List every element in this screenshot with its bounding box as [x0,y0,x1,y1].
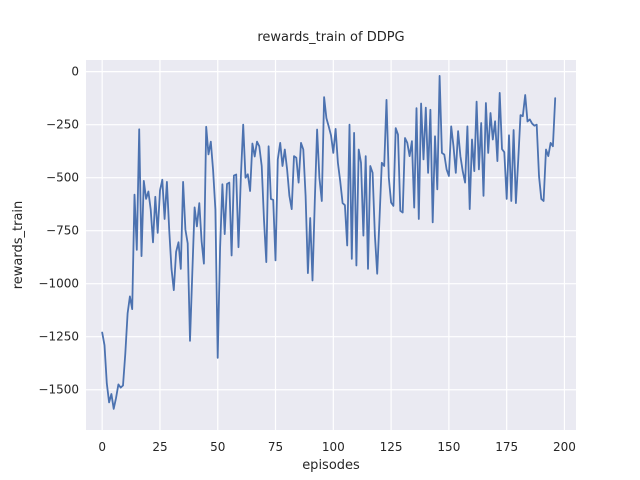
x-tick-labels: 0 25 50 75 100 125 150 175 200 [98,440,576,454]
chart-title: rewards_train of DDPG [257,30,404,45]
x-axis-label: episodes [302,458,360,473]
y-tick-labels: 0 −250 −500 −750 −1000 −1250 −1500 [38,65,79,397]
y-tick-label: 0 [71,65,79,79]
x-tick-label: 75 [268,440,283,454]
y-tick-label: −500 [46,171,79,185]
rewards-train-line [101,75,557,410]
y-tick-label: −1250 [38,330,79,344]
x-tick-label: 25 [152,440,167,454]
x-tick-label: 0 [98,440,106,454]
y-tick-label: −750 [46,224,79,238]
x-tick-label: 200 [553,440,576,454]
y-tick-label: −250 [46,118,79,132]
x-tick-label: 125 [380,440,403,454]
y-axis-label: rewards_train [11,201,26,290]
x-tick-label: 150 [437,440,460,454]
y-tick-label: −1500 [38,383,79,397]
y-tick-label: −1000 [38,277,79,291]
x-tick-label: 50 [210,440,225,454]
x-tick-label: 100 [322,440,345,454]
x-tick-label: 175 [495,440,518,454]
